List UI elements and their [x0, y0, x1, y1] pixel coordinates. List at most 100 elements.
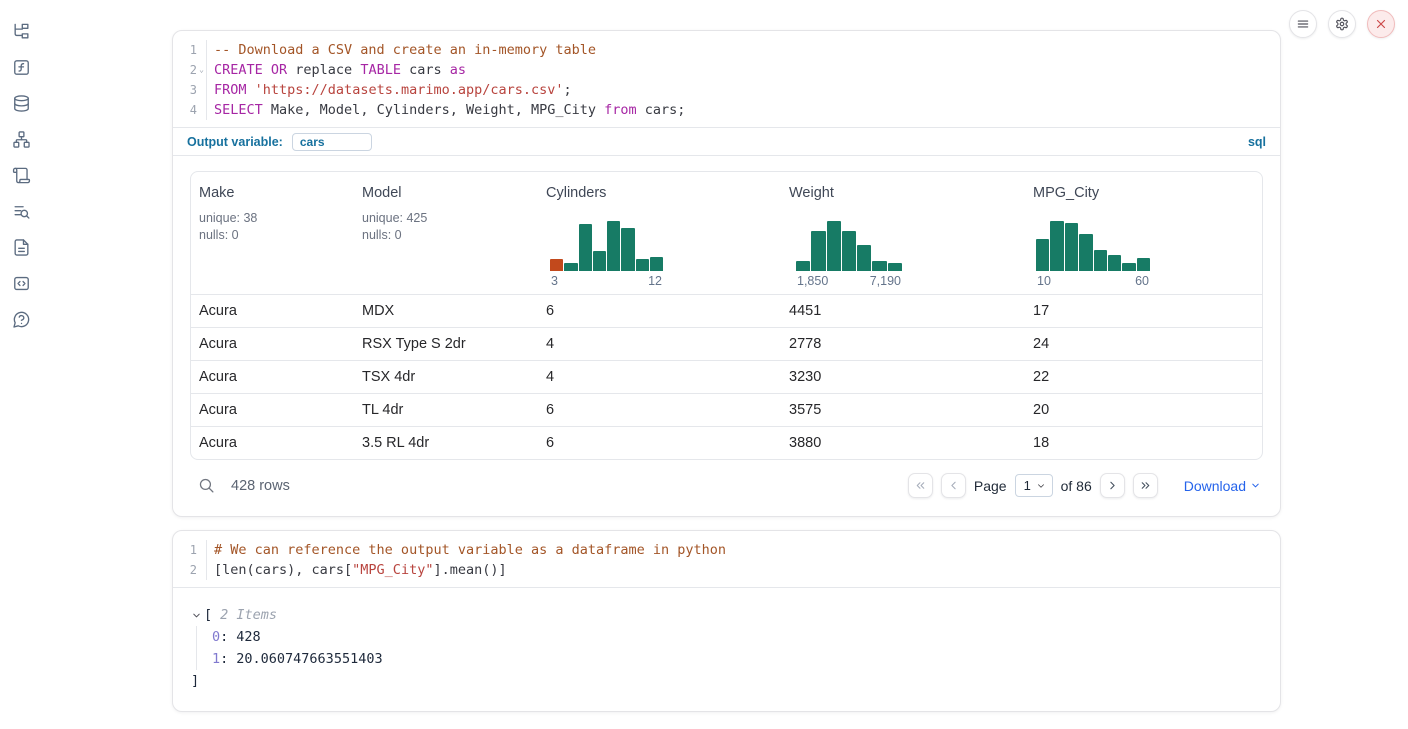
line-number: 4 [173, 100, 206, 120]
histogram-bar [872, 261, 886, 272]
table-row[interactable]: AcuraMDX6445117 [191, 294, 1262, 327]
histogram-bar [811, 231, 825, 272]
table-cell: 3230 [781, 369, 1025, 385]
cylinders-histogram: 312 [550, 221, 663, 288]
column-header-cylinders[interactable]: Cylinders 312 [538, 172, 781, 294]
dependency-graph-icon[interactable] [12, 130, 31, 149]
histogram-bar [579, 224, 592, 271]
histogram-bar [593, 251, 606, 271]
table-cell: 3880 [781, 435, 1025, 451]
shutdown-button[interactable] [1367, 10, 1395, 38]
table-cell: 20 [1025, 402, 1262, 418]
gear-icon [1335, 17, 1349, 31]
close-x-icon [1374, 17, 1388, 31]
column-stats: unique: 38 nulls: 0 [199, 210, 346, 244]
fold-chevron-icon[interactable]: ⌄ [197, 60, 206, 80]
table-footer: 428 rows Page 1 of 86 Download [190, 460, 1263, 498]
line-number: 1 [173, 540, 206, 560]
chevron-left-icon [947, 479, 960, 492]
histogram-bar [1065, 223, 1078, 271]
python-output: [ 2 Items 0:428 1:20.060747663551403 ] [173, 587, 1280, 708]
download-button[interactable]: Download [1184, 478, 1261, 494]
settings-button[interactable] [1328, 10, 1356, 38]
line-number: 3 [173, 80, 206, 100]
header-controls [1289, 10, 1395, 38]
last-page-button[interactable] [1133, 473, 1158, 498]
code-line[interactable]: FROM 'https://datasets.marimo.app/cars.c… [214, 80, 685, 100]
histogram-bar [857, 245, 871, 272]
chevron-down-icon [1250, 480, 1261, 491]
table-cell: RSX Type S 2dr [354, 336, 538, 352]
tree-entry: 0:428 [212, 626, 1262, 648]
table-row[interactable]: Acura3.5 RL 4dr6388018 [191, 426, 1262, 459]
histogram-bar [650, 257, 663, 271]
table-cell: Acura [191, 336, 354, 352]
line-number: 2⌄ [173, 60, 206, 80]
logs-search-icon[interactable] [12, 202, 31, 221]
database-icon[interactable] [12, 94, 31, 113]
prev-page-button[interactable] [941, 473, 966, 498]
table-cell: 2778 [781, 336, 1025, 352]
chevron-right-icon [1106, 479, 1119, 492]
histogram-bar [1079, 234, 1092, 271]
sql-output-section: Make unique: 38 nulls: 0 Model unique: 4… [173, 156, 1280, 498]
table-cell: Acura [191, 303, 354, 319]
histogram-bar [1108, 255, 1121, 271]
output-variable-input[interactable] [292, 133, 372, 151]
page-select[interactable]: 1 [1015, 474, 1053, 497]
histogram-bar [636, 259, 649, 271]
table-cell: MDX [354, 303, 538, 319]
histogram-bar [1050, 221, 1063, 271]
table-row[interactable]: AcuraTL 4dr6357520 [191, 393, 1262, 426]
column-header-mpg-city[interactable]: MPG_City 1060 [1025, 172, 1262, 294]
function-icon[interactable] [12, 58, 31, 77]
line-number: 2 [173, 560, 206, 580]
table-cell: 3.5 RL 4dr [354, 435, 538, 451]
help-icon[interactable] [12, 310, 31, 329]
app-root: { "colors": { "accent_link": "#2563eb", … [0, 0, 1408, 729]
code-line[interactable]: SELECT Make, Model, Cylinders, Weight, M… [214, 100, 685, 120]
sql-cell: 1 2⌄34 -- Download a CSV and create an in… [172, 30, 1281, 517]
code-line[interactable]: CREATE OR replace TABLE cars as [214, 60, 685, 80]
table-header: Make unique: 38 nulls: 0 Model unique: 4… [191, 172, 1262, 294]
histogram-bar [888, 263, 902, 272]
table-cell: 18 [1025, 435, 1262, 451]
histogram-bar [550, 259, 563, 271]
table-cell: 6 [538, 402, 781, 418]
total-pages-label: of 86 [1061, 478, 1092, 494]
scroll-icon[interactable] [12, 166, 31, 185]
pagination: Page 1 of 86 Download [908, 473, 1261, 498]
table-cell: 17 [1025, 303, 1262, 319]
next-page-button[interactable] [1100, 473, 1125, 498]
table-cell: 22 [1025, 369, 1262, 385]
python-code-editor[interactable]: 12 # We can reference the output variabl… [173, 531, 1280, 587]
document-icon[interactable] [12, 238, 31, 257]
page-label: Page [974, 478, 1007, 494]
chevrons-right-icon [1139, 479, 1152, 492]
chevron-down-icon [1036, 481, 1046, 491]
histogram-bar [1094, 250, 1107, 272]
collapse-chevron-icon[interactable] [191, 610, 204, 621]
language-badge[interactable]: sql [1248, 135, 1266, 149]
code-line[interactable]: # We can reference the output variable a… [214, 540, 726, 560]
sql-code-editor[interactable]: 12⌄34 -- Download a CSV and create an in… [173, 31, 1280, 127]
column-header-model[interactable]: Model unique: 425 nulls: 0 [354, 172, 538, 294]
cell-meta-row: Output variable: sql [173, 127, 1280, 156]
code-line[interactable]: -- Download a CSV and create an in-memor… [214, 40, 685, 60]
menu-button[interactable] [1289, 10, 1317, 38]
data-table: Make unique: 38 nulls: 0 Model unique: 4… [190, 171, 1263, 460]
file-tree-icon[interactable] [12, 22, 31, 41]
chevrons-left-icon [914, 479, 927, 492]
mpg-city-histogram: 1060 [1036, 221, 1150, 288]
table-row[interactable]: AcuraRSX Type S 2dr4277824 [191, 327, 1262, 360]
histogram-bar [1137, 258, 1150, 271]
tree-entries: 0:428 1:20.060747663551403 [196, 626, 1262, 670]
items-count: 2 Items [220, 607, 277, 623]
search-button[interactable] [192, 477, 215, 494]
first-page-button[interactable] [908, 473, 933, 498]
code-line[interactable]: [len(cars), cars["MPG_City"].mean()] [214, 560, 726, 580]
column-header-make[interactable]: Make unique: 38 nulls: 0 [191, 172, 354, 294]
table-row[interactable]: AcuraTSX 4dr4323022 [191, 360, 1262, 393]
column-header-weight[interactable]: Weight 1,8507,190 [781, 172, 1025, 294]
code-snippets-icon[interactable] [12, 274, 31, 293]
